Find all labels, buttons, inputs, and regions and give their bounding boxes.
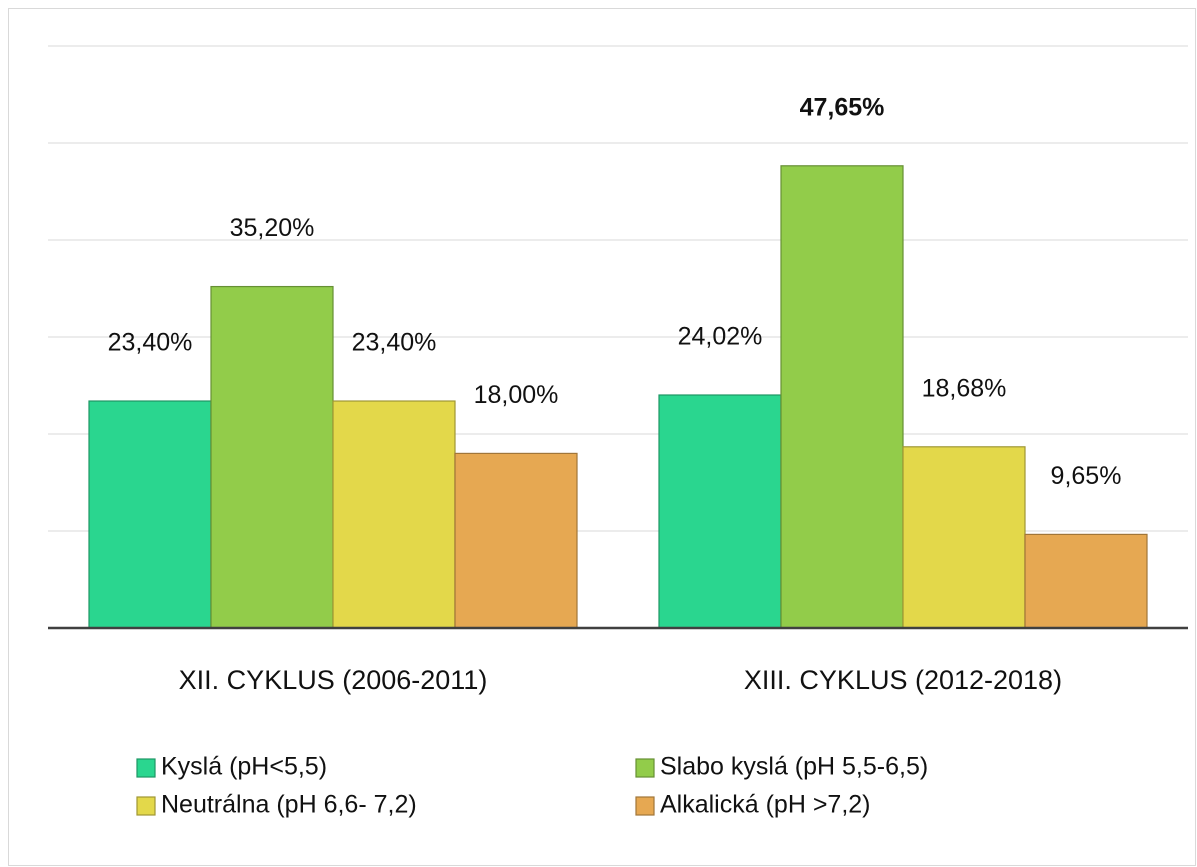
x-tick-label: XIII. CYKLUS (2012-2018) <box>744 665 1062 695</box>
data-label: 23,40% <box>108 329 193 357</box>
data-label: 23,40% <box>352 329 437 357</box>
data-label: 9,65% <box>1051 462 1122 490</box>
x-tick-label: XII. CYKLUS (2006-2011) <box>179 665 488 695</box>
legend-swatch <box>136 796 156 816</box>
bar <box>454 452 578 629</box>
data-label: 18,68% <box>922 374 1007 402</box>
bar <box>210 285 334 629</box>
bar <box>658 394 782 629</box>
bar <box>902 446 1026 629</box>
data-label: 18,00% <box>474 381 559 409</box>
legend-label: Kyslá (pH<5,5) <box>161 753 327 781</box>
bar <box>1024 533 1148 629</box>
legend-label: Slabo kyslá (pH 5,5-6,5) <box>660 753 928 781</box>
legend-swatch <box>635 796 655 816</box>
bar <box>780 165 904 629</box>
legend-label: Alkalická (pH >7,2) <box>660 791 871 819</box>
data-label: 24,02% <box>678 323 763 351</box>
legend-swatch <box>136 758 156 778</box>
bar <box>332 400 456 629</box>
data-label: 35,20% <box>230 214 315 242</box>
data-label: 47,65% <box>800 93 885 121</box>
legend-swatch <box>635 758 655 778</box>
legend-label: Neutrálna (pH 6,6- 7,2) <box>161 791 417 819</box>
bar <box>88 400 212 629</box>
